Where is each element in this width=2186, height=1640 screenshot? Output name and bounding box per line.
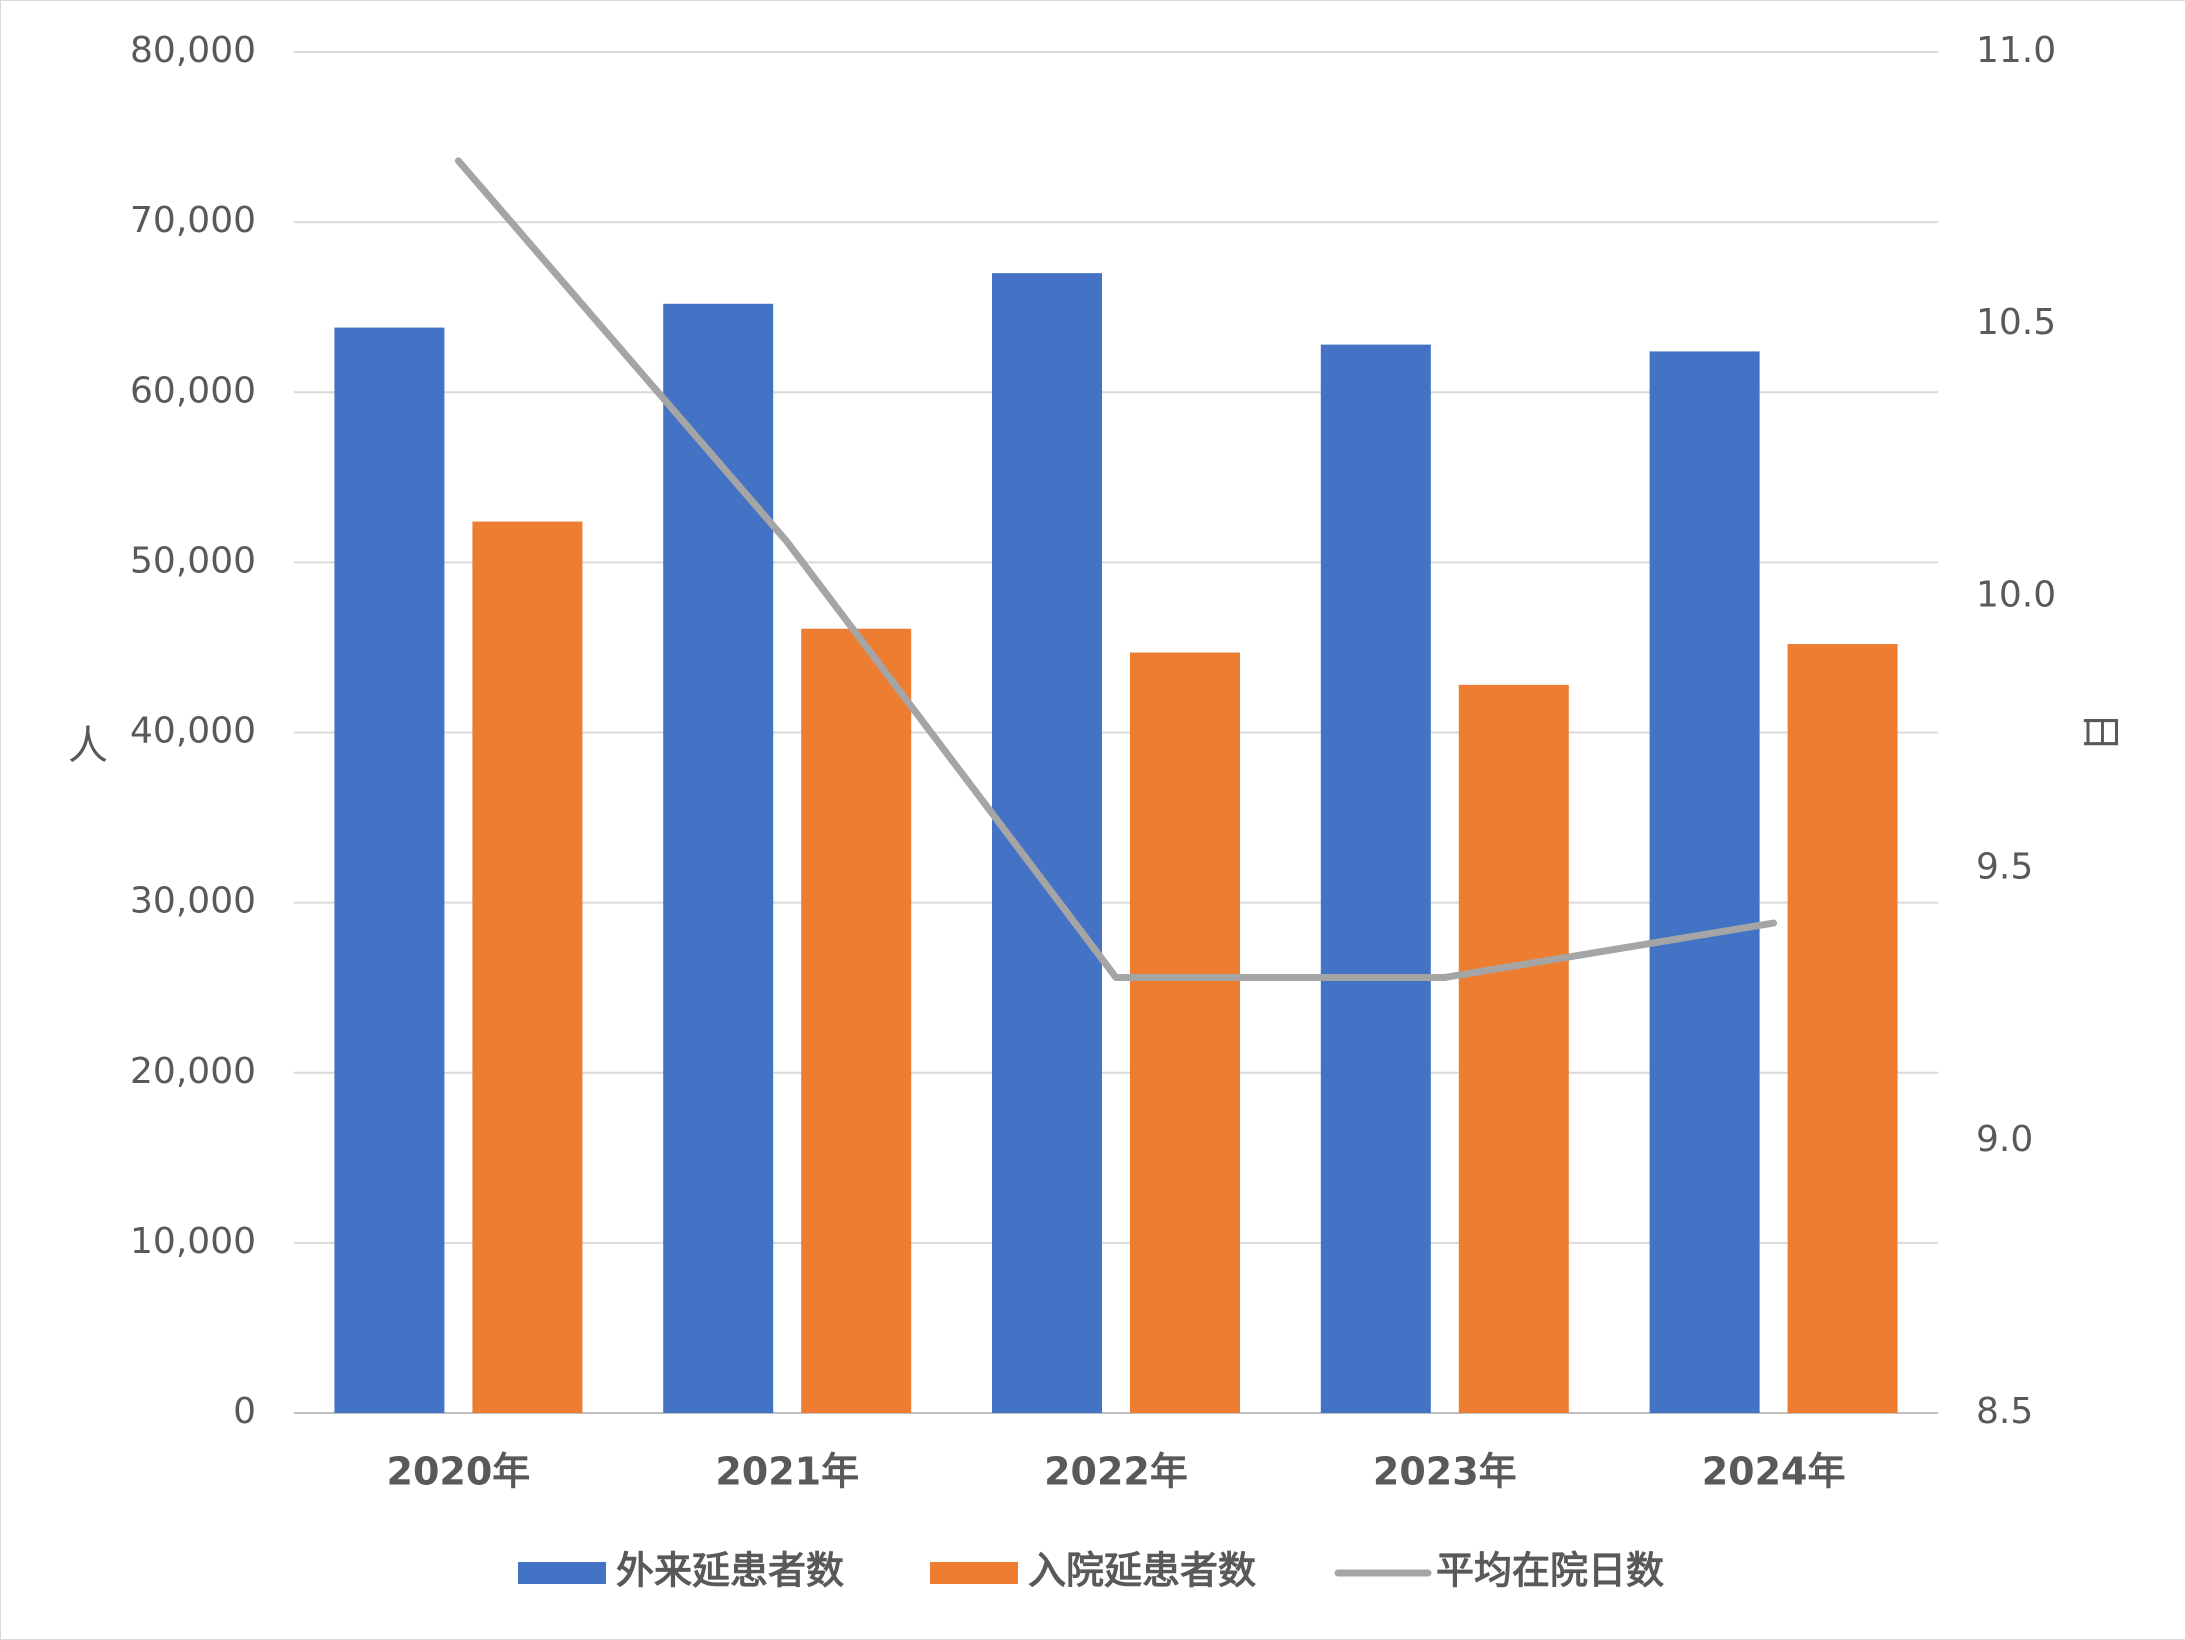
legend-swatch bbox=[518, 1562, 606, 1584]
left-tick-label: 40,000 bbox=[130, 711, 256, 752]
left-axis-title: 人 bbox=[68, 723, 108, 769]
legend-label: 外来延患者数 bbox=[616, 1549, 844, 1593]
category-label: 2022年 bbox=[1044, 1450, 1188, 1494]
right-tick-label: 9.5 bbox=[1976, 847, 2033, 888]
legend-label: 入院延患者数 bbox=[1028, 1549, 1256, 1593]
line-series bbox=[454, 157, 1778, 981]
right-tick-label: 9.0 bbox=[1976, 1119, 2033, 1160]
category-label: 2024年 bbox=[1702, 1450, 1846, 1494]
left-axis-ticks: 0 10,000 20,000 30,000 40,000 50,000 60,000 70,… bbox=[130, 30, 256, 1432]
bar bbox=[1787, 644, 1898, 1413]
bar bbox=[1320, 344, 1431, 1413]
bar bbox=[663, 303, 774, 1413]
right-axis-ticks: 8.5 9.0 9.5 10.0 10.5 11.0 bbox=[1976, 30, 2056, 1432]
left-tick-label: 10,000 bbox=[130, 1221, 256, 1262]
category-label: 2023年 bbox=[1373, 1450, 1517, 1494]
left-tick-label: 70,000 bbox=[130, 200, 256, 241]
bar bbox=[992, 273, 1102, 1414]
left-tick-label: 30,000 bbox=[130, 881, 256, 922]
category-label: 2021年 bbox=[715, 1450, 859, 1494]
left-tick-label: 80,000 bbox=[130, 30, 256, 71]
line-path bbox=[454, 157, 1778, 981]
left-tick-label: 50,000 bbox=[130, 540, 256, 581]
legend-label: 平均在院日数 bbox=[1436, 1549, 1664, 1593]
category-axis-labels: 2020年 2021年 2022年 2023年 2024年 bbox=[387, 1450, 1846, 1494]
right-tick-label: 10.0 bbox=[1976, 574, 2056, 615]
bar bbox=[472, 521, 583, 1413]
left-tick-label: 20,000 bbox=[130, 1051, 256, 1092]
right-tick-label: 10.5 bbox=[1976, 302, 2056, 343]
bar bbox=[801, 628, 912, 1413]
left-tick-label: 60,000 bbox=[130, 370, 256, 411]
bar bbox=[334, 327, 445, 1413]
legend: 外来延患者数 入院延患者数 平均在院日数 bbox=[518, 1549, 1664, 1593]
bar bbox=[1130, 652, 1240, 1413]
bar bbox=[1458, 684, 1569, 1413]
right-tick-label: 8.5 bbox=[1976, 1391, 2033, 1432]
right-tick-label: 11.0 bbox=[1976, 30, 2056, 71]
bar-series bbox=[334, 273, 1898, 1414]
left-tick-label: 0 bbox=[233, 1391, 256, 1432]
category-label: 2020年 bbox=[387, 1450, 531, 1494]
right-axis-title: 日 bbox=[2077, 712, 2123, 752]
bar bbox=[1649, 351, 1760, 1413]
legend-swatch bbox=[930, 1562, 1018, 1584]
